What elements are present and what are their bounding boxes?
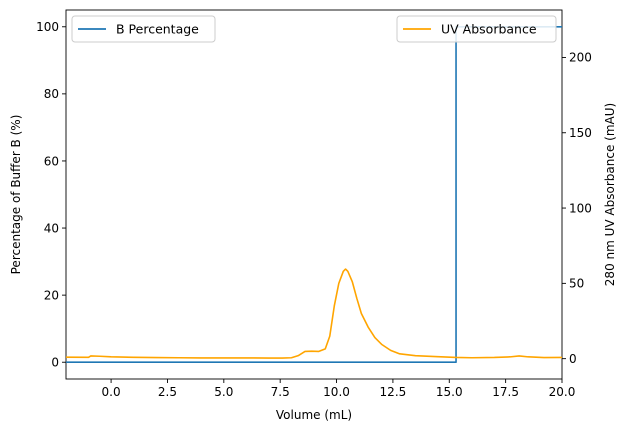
y-left-tick-label: 20 (44, 288, 59, 302)
series-line-uv-absorbance (66, 268, 562, 359)
y-right-tick-label: 150 (569, 126, 592, 140)
y-left-tick-label: 0 (51, 356, 59, 370)
plot-area (65, 9, 563, 380)
legend-left-label: B Percentage (116, 22, 199, 37)
y-right-tick-label: 50 (569, 277, 584, 291)
legend-right: UV Absorbance (396, 15, 557, 43)
x-tick-label: 12.5 (380, 385, 407, 399)
y-left-tick-label: 100 (36, 20, 59, 34)
legend-left: B Percentage (71, 15, 216, 43)
x-tick-label: 0.0 (102, 385, 121, 399)
y-left-tick-label: 80 (44, 87, 59, 101)
x-tick-label: 5.0 (214, 385, 233, 399)
legend-left-box (71, 15, 216, 43)
x-axis-title: Volume (mL) (276, 408, 352, 422)
y-right-axis-ticks: 0 50 100 150 200 (562, 51, 592, 366)
y-left-tick-label: 60 (44, 154, 59, 168)
x-tick-label: 7.5 (271, 385, 290, 399)
x-tick-label: 15.0 (436, 385, 463, 399)
legend-right-label: UV Absorbance (441, 22, 537, 37)
y-left-axis-ticks: 0 20 40 60 80 100 (36, 20, 66, 370)
x-tick-label: 17.5 (492, 385, 519, 399)
y-left-axis-title: Percentage of Buffer B (%) (9, 115, 23, 275)
y-right-tick-label: 200 (569, 51, 592, 65)
y-left-tick-label: 40 (44, 221, 59, 235)
x-axis-ticks: 0.0 2.5 5.0 7.5 10.0 12.5 15.0 17.5 20.0 (102, 379, 576, 399)
x-tick-label: 10.0 (323, 385, 350, 399)
legend-right-box (396, 15, 557, 43)
y-right-axis-title: 280 nm UV Absorbance (mAU) (603, 103, 617, 286)
y-right-tick-label: 100 (569, 201, 592, 215)
x-tick-label: 2.5 (158, 385, 177, 399)
y-right-tick-label: 0 (569, 352, 577, 366)
x-tick-label: 20.0 (549, 385, 576, 399)
